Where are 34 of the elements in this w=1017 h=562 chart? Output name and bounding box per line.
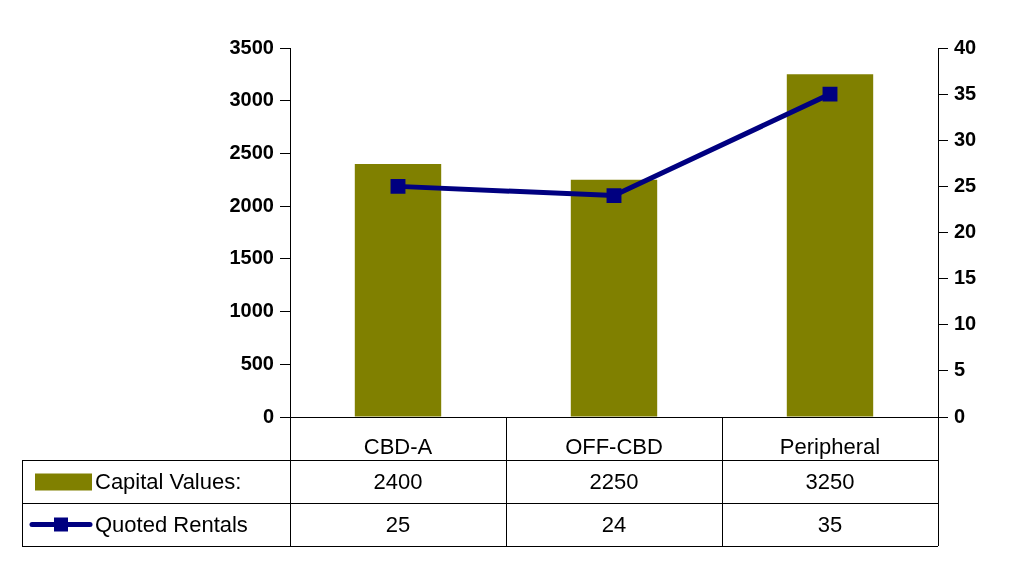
y-tick-label: 3500	[229, 35, 274, 58]
y-tick-label: 1500	[229, 246, 274, 269]
y-tick-label: 500	[240, 351, 274, 374]
point	[606, 188, 622, 204]
y-tick-label: 1000	[229, 299, 274, 322]
y-tick-label: 2000	[229, 193, 274, 216]
y2-tick-label: 20	[954, 220, 977, 243]
bar	[786, 74, 874, 417]
legend-label: Quoted Rentals	[95, 511, 248, 537]
data-label: 2400	[373, 468, 423, 494]
y2-tick-label: 10	[954, 312, 977, 335]
y-tick-label: 3000	[229, 88, 274, 111]
y-tick-label: 0	[262, 404, 274, 427]
y2-tick-label: 30	[954, 127, 977, 150]
x-tick-label: OFF-CBD	[565, 434, 663, 460]
y2-tick-label: 5	[954, 358, 966, 381]
legend-label: Capital Values:	[95, 468, 242, 494]
data-label: 24	[601, 511, 627, 537]
bar	[354, 163, 442, 417]
point	[822, 86, 838, 102]
y2-tick-label: 35	[954, 81, 977, 104]
point	[390, 178, 406, 194]
data-label: 3250	[805, 468, 855, 494]
x-tick-label: Peripheral	[779, 434, 881, 460]
y-tick-label: 2500	[229, 140, 274, 163]
y2-tick-label: 25	[954, 173, 977, 196]
data-label: 35	[817, 511, 843, 537]
y2-tick-label: 15	[954, 266, 977, 289]
bar	[570, 179, 658, 417]
data-label: 25	[385, 511, 411, 537]
y2-tick-label: 40	[954, 35, 977, 58]
data-label: 2250	[589, 468, 639, 494]
x-tick-label: CBD-A	[363, 434, 433, 460]
y2-tick-label: 0	[954, 404, 966, 427]
